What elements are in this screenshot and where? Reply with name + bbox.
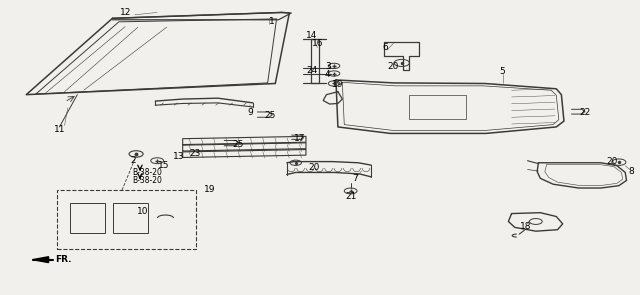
Text: 11: 11 — [54, 125, 65, 135]
Text: 25: 25 — [264, 111, 276, 120]
Text: 23: 23 — [190, 149, 201, 158]
Text: 8: 8 — [628, 167, 634, 176]
Text: 20: 20 — [388, 62, 399, 71]
Polygon shape — [33, 257, 49, 263]
Text: 18: 18 — [520, 222, 531, 231]
Text: 19: 19 — [332, 80, 344, 89]
Text: 14: 14 — [306, 32, 317, 40]
Bar — [70, 203, 105, 233]
Text: 13: 13 — [172, 153, 184, 161]
Text: 4: 4 — [325, 70, 330, 79]
Text: 7: 7 — [352, 174, 358, 183]
Text: 1: 1 — [269, 17, 275, 26]
Text: 19: 19 — [204, 185, 216, 194]
Bar — [57, 190, 196, 249]
Text: 16: 16 — [312, 39, 324, 48]
Text: 25: 25 — [232, 140, 244, 149]
Text: 24: 24 — [307, 66, 318, 75]
Bar — [113, 203, 148, 233]
Text: 5: 5 — [499, 67, 505, 76]
Bar — [410, 95, 466, 119]
Text: FR.: FR. — [56, 255, 72, 264]
Text: 17: 17 — [294, 134, 305, 143]
Text: 9: 9 — [247, 108, 253, 117]
Text: 20: 20 — [308, 163, 319, 172]
Text: 2: 2 — [130, 156, 136, 165]
Text: B-38-20: B-38-20 — [132, 168, 163, 177]
Text: B-38-20: B-38-20 — [132, 176, 163, 185]
Text: 12: 12 — [120, 8, 131, 17]
Text: 6: 6 — [382, 43, 388, 52]
Text: 15: 15 — [158, 160, 170, 170]
Text: 21: 21 — [345, 192, 356, 201]
Text: 10: 10 — [137, 207, 148, 216]
Text: 3: 3 — [324, 62, 330, 71]
Text: 22: 22 — [579, 108, 591, 117]
Text: 20: 20 — [607, 157, 618, 166]
